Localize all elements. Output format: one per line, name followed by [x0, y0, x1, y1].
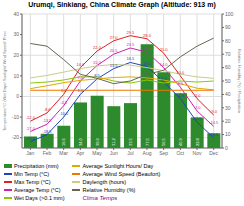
- svg-text:22.0: 22.0: [93, 45, 102, 50]
- svg-text:Jun: Jun: [110, 150, 118, 156]
- svg-text:-13.5: -13.5: [42, 118, 52, 123]
- html-text:Average Temp (°C): Average Temp (°C): [14, 187, 61, 193]
- html-text:Urumqi, Sinkiang, China Climat: Urumqi, Sinkiang, China Climate Graph (A…: [28, 1, 216, 8]
- svg-text:60: 60: [225, 64, 231, 70]
- svg-text:-10.0: -10.0: [59, 111, 69, 116]
- svg-text:20: 20: [225, 118, 231, 124]
- svg-text:23.5: 23.5: [126, 42, 135, 47]
- svg-text:0: 0: [16, 93, 19, 99]
- svg-text:-14.5: -14.5: [209, 120, 219, 125]
- html-text:Clima Temps: Clima Temps: [82, 195, 118, 201]
- svg-text:-7.0: -7.0: [194, 105, 202, 110]
- svg-text:-20: -20: [12, 134, 19, 140]
- svg-text:Relative Humidity (%) / Precip: Relative Humidity (%) / Precipitation: [237, 49, 242, 113]
- svg-text:-22.0: -22.0: [26, 136, 36, 141]
- svg-text:1.0: 1.0: [78, 88, 84, 93]
- svg-text:13.5: 13.5: [110, 63, 119, 68]
- svg-text:-18.5: -18.5: [42, 129, 52, 134]
- svg-text:14.5: 14.5: [143, 61, 152, 66]
- svg-text:-10: -10: [12, 114, 19, 120]
- svg-text:30: 30: [225, 105, 231, 111]
- svg-text:Sep: Sep: [159, 150, 168, 156]
- svg-text:Dec: Dec: [209, 150, 218, 156]
- svg-text:-12.0: -12.0: [26, 115, 36, 120]
- svg-text:14.0: 14.0: [76, 62, 85, 67]
- svg-text:27.0: 27.0: [110, 35, 119, 40]
- html-text:Precipitation (mm): Precipitation (mm): [14, 163, 59, 169]
- svg-text:30: 30: [13, 31, 19, 37]
- svg-text:-1.0: -1.0: [177, 93, 185, 98]
- svg-text:20: 20: [13, 52, 19, 58]
- svg-text:Aug: Aug: [143, 150, 152, 156]
- html-text:Min Temp (°C): Min Temp (°C): [14, 171, 50, 177]
- svg-text:Oct: Oct: [176, 150, 184, 156]
- svg-text:100: 100: [225, 11, 234, 17]
- svg-text:39.0: 39.0: [95, 137, 100, 146]
- svg-text:-9.0: -9.0: [210, 109, 218, 114]
- svg-text:90: 90: [225, 24, 231, 30]
- svg-text:1.0: 1.0: [61, 88, 67, 93]
- svg-text:0: 0: [225, 145, 228, 151]
- svg-text:Temperature/°C (Wet Days/ Sunl: Temperature/°C (Wet Days/ Sunlight/ Wind…: [2, 31, 7, 131]
- svg-text:80: 80: [225, 38, 231, 44]
- svg-text:40: 40: [225, 91, 231, 97]
- svg-text:20.5: 20.5: [110, 48, 119, 53]
- svg-text:40.9: 40.9: [178, 137, 183, 146]
- html-text:Daylength (hours): Daylength (hours): [82, 179, 127, 185]
- html-text:Max Temp (°C): Max Temp (°C): [14, 179, 51, 185]
- html-text:Average Wind Speed (Beaufort): Average Wind Speed (Beaufort): [82, 171, 161, 177]
- svg-text:50: 50: [225, 78, 231, 84]
- svg-text:Jan: Jan: [26, 150, 34, 156]
- svg-text:21.5: 21.5: [143, 46, 152, 51]
- svg-text:28.0: 28.0: [143, 33, 152, 38]
- svg-text:-1.0: -1.0: [194, 93, 202, 98]
- svg-text:10: 10: [13, 73, 19, 79]
- html-text:Wet Days (>0.1 mm): Wet Days (>0.1 mm): [14, 195, 65, 201]
- svg-text:70: 70: [225, 51, 231, 57]
- svg-text:14.0: 14.0: [160, 62, 169, 67]
- svg-text:Jul: Jul: [127, 150, 133, 156]
- svg-text:-17.0: -17.0: [26, 126, 36, 131]
- svg-text:33.5: 33.5: [128, 137, 133, 146]
- svg-text:Nov: Nov: [193, 150, 202, 156]
- svg-text:16.5: 16.5: [126, 56, 135, 61]
- html-text:Relative Humidity (%): Relative Humidity (%): [82, 187, 136, 193]
- svg-text:-20.0: -20.0: [209, 132, 219, 137]
- html-text:Average Sunlight Hours/ Day: Average Sunlight Hours/ Day: [82, 163, 154, 169]
- svg-text:31.2: 31.2: [111, 137, 116, 146]
- svg-text:34.0: 34.0: [78, 137, 83, 146]
- svg-text:Feb: Feb: [43, 150, 52, 156]
- svg-text:7.0: 7.0: [161, 76, 167, 81]
- svg-text:4.5: 4.5: [178, 81, 184, 86]
- svg-text:Mar: Mar: [59, 150, 68, 156]
- svg-text:22.8: 22.8: [195, 137, 200, 146]
- svg-text:10: 10: [225, 131, 231, 137]
- svg-text:77.5: 77.5: [145, 137, 150, 146]
- svg-text:-12.5: -12.5: [192, 116, 202, 121]
- svg-text:Apr: Apr: [76, 150, 84, 156]
- svg-text:29.5: 29.5: [126, 30, 135, 35]
- svg-text:21.0: 21.0: [160, 47, 169, 52]
- svg-text:16.6: 16.6: [61, 137, 66, 146]
- svg-text:7.5: 7.5: [78, 75, 84, 80]
- svg-text:May: May: [92, 150, 102, 156]
- svg-text:56.5: 56.5: [161, 137, 166, 146]
- svg-text:40: 40: [13, 11, 19, 17]
- svg-text:-4.5: -4.5: [60, 100, 68, 105]
- svg-text:8.5: 8.5: [94, 73, 100, 78]
- svg-text:10.0: 10.0: [176, 70, 185, 75]
- svg-text:15.0: 15.0: [93, 60, 102, 65]
- svg-text:-8.0: -8.0: [44, 107, 52, 112]
